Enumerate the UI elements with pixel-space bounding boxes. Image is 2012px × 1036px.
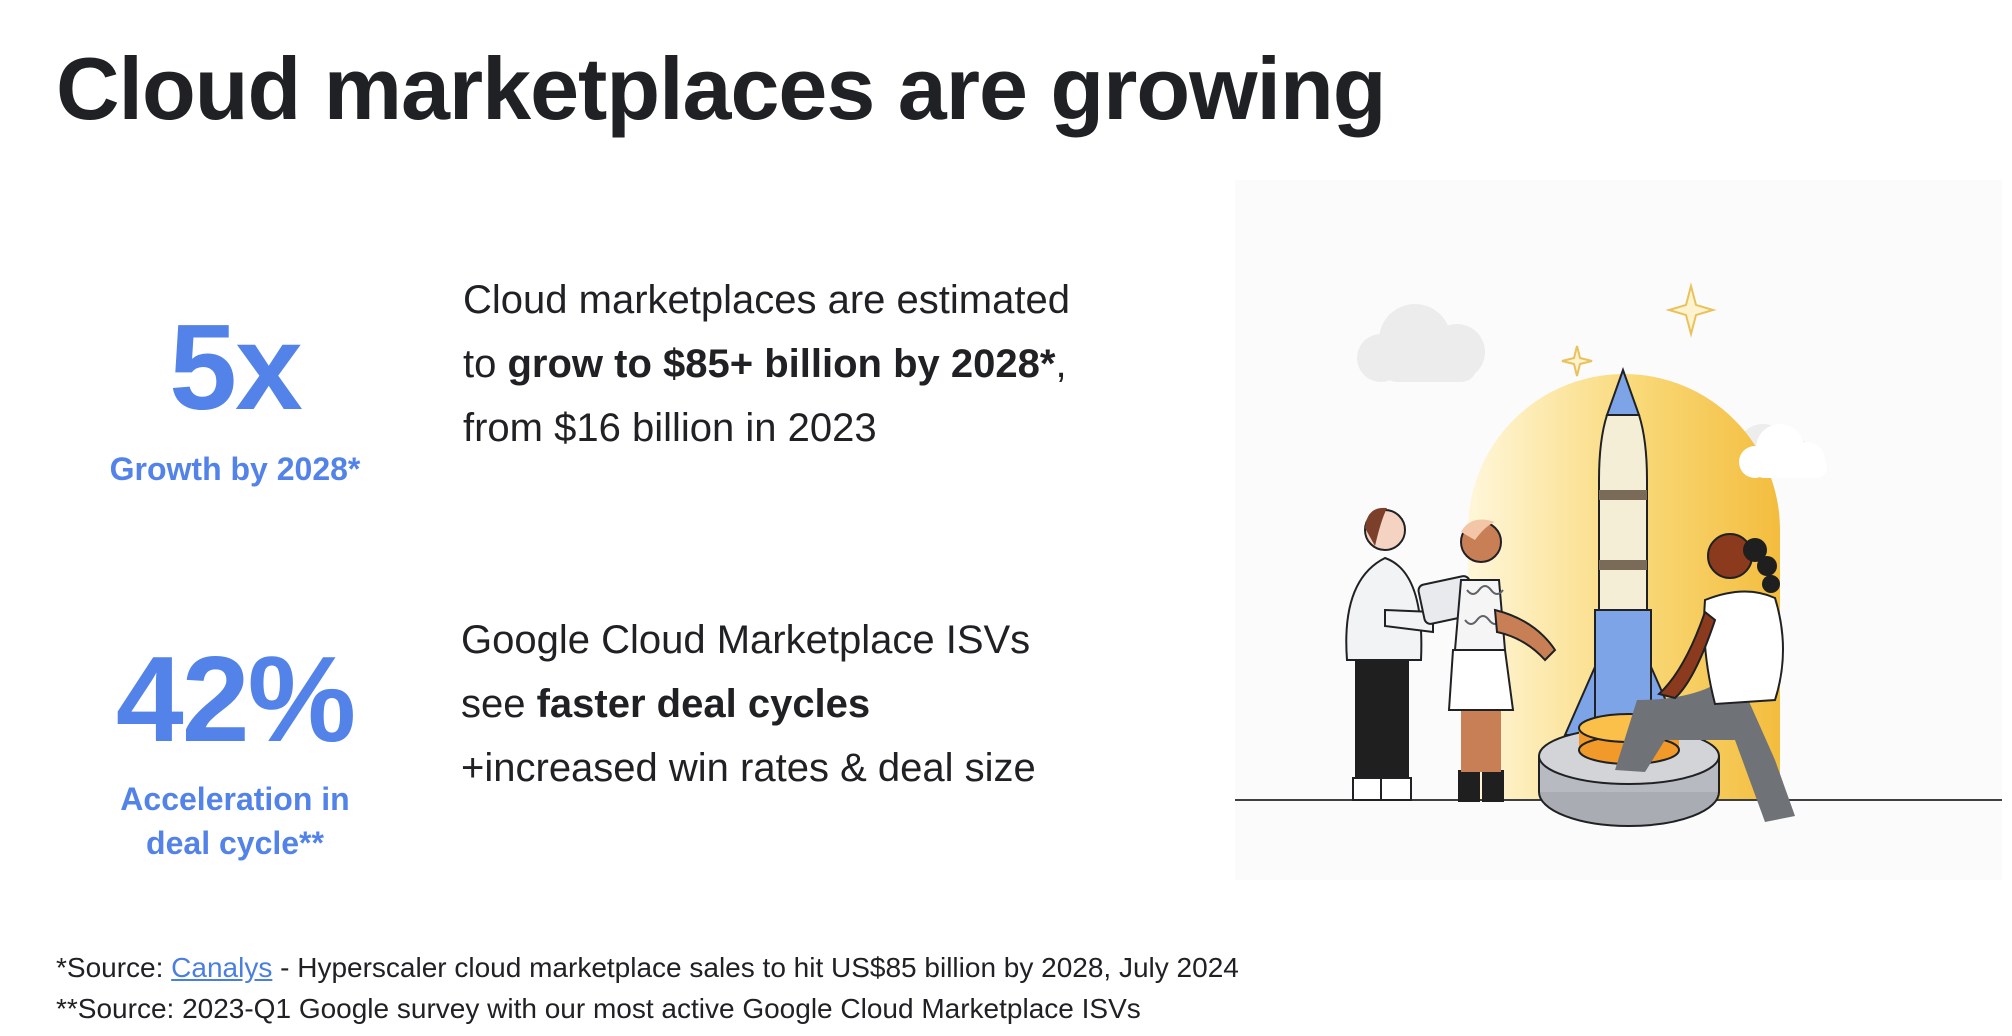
person-figure: [1447, 519, 1557, 802]
stat-growth-label: Growth by 2028*: [109, 451, 361, 487]
source-suffix: - Hyperscaler cloud marketplace sales to…: [272, 952, 1239, 983]
desc-text: , from $16 billion in 2023: [463, 342, 1067, 450]
stat-growth-description: Cloud marketplaces are estimated to grow…: [463, 268, 1103, 460]
cloud-icon: [1357, 304, 1485, 382]
canalys-link[interactable]: Canalys: [171, 952, 273, 983]
stat-growth-value: 5x: [169, 299, 303, 435]
person-figure: [1345, 507, 1477, 801]
stat-acceleration-value: 42%: [115, 631, 356, 767]
desc-bold-text: faster deal cycles: [536, 682, 871, 726]
sparkle-icon: [1665, 282, 1717, 338]
stat-acceleration-description: Google Cloud Marketplace ISVs see faster…: [461, 608, 1101, 800]
desc-bold-text: grow to $85+ billion by 2028*: [507, 342, 1056, 386]
stat-acceleration-label: Acceleration in deal cycle**: [60, 778, 410, 865]
source-note-2: **Source: 2023-Q1 Google survey with our…: [56, 993, 1141, 1024]
person-figure: [1615, 533, 1795, 822]
desc-text: Cloud marketplaces are estimated to: [463, 278, 1070, 386]
label-line: Acceleration in: [120, 781, 350, 817]
stat-growth: 5x Growth by 2028*: [60, 306, 410, 492]
source-prefix: *Source:: [56, 952, 172, 983]
sparkle-icon: [1561, 345, 1593, 377]
label-line: deal cycle**: [146, 824, 324, 861]
desc-text: Google Cloud Marketplace ISVs see: [461, 618, 1031, 726]
rocket-illustration: [1235, 180, 2002, 880]
cloud-icon: [1739, 424, 1827, 478]
desc-text: +increased win rates & deal size: [461, 746, 1036, 790]
page-title: Cloud marketplaces are growing: [56, 39, 1386, 138]
source-note-1: *Source: Canalys - Hyperscaler cloud mar…: [56, 952, 1239, 984]
stat-acceleration: 42% Acceleration in deal cycle**: [60, 638, 410, 865]
